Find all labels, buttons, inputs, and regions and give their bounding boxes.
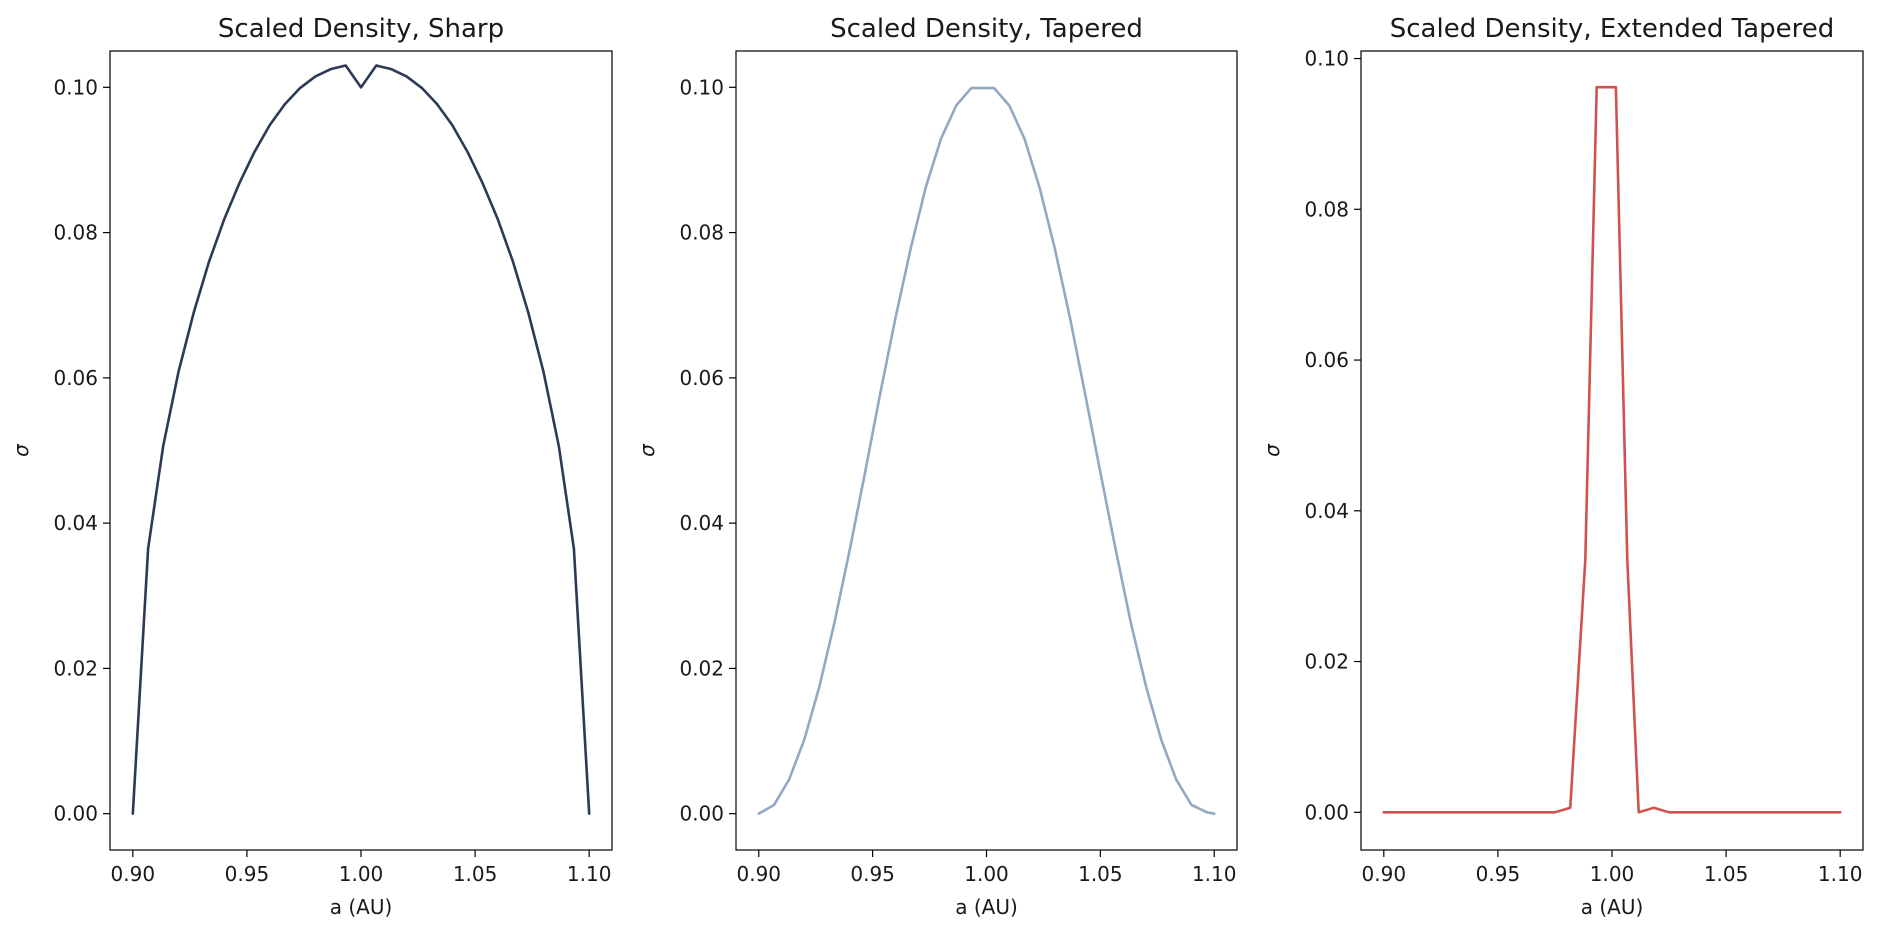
series-line-sharp-0	[131, 64, 591, 815]
x-tick-label-tapered: 1.05	[1078, 862, 1123, 886]
x-tick-label-tapered: 1.00	[964, 862, 1009, 886]
x-axis-label-extended-tapered: a (AU)	[1581, 895, 1644, 919]
chart-title-sharp: Scaled Density, Sharp	[218, 14, 504, 44]
y-tick-label-extended-tapered: 0.10	[1304, 47, 1349, 71]
plot-frame-tapered	[735, 50, 1238, 851]
x-axis-label-tapered: a (AU)	[955, 895, 1018, 919]
y-tick-label-tapered: 0.08	[679, 221, 724, 245]
y-tick-label-sharp: 0.00	[53, 802, 98, 826]
y-tick-label-sharp: 0.02	[53, 656, 98, 680]
x-tick-label-extended-tapered: 1.10	[1818, 862, 1863, 886]
x-tick-label-extended-tapered: 1.05	[1704, 862, 1749, 886]
x-axis-label-sharp: a (AU)	[330, 895, 393, 919]
x-tick-label-sharp: 1.00	[339, 862, 384, 886]
x-tick-label-tapered: 0.90	[737, 862, 782, 886]
y-tick-label-extended-tapered: 0.06	[1304, 348, 1349, 372]
y-tick-label-sharp: 0.10	[53, 75, 98, 99]
subplot-extended-tapered: Scaled Density, Extended Tapered σ a (AU…	[1260, 14, 1864, 919]
y-tick-label-sharp: 0.08	[53, 221, 98, 245]
x-tick-label-sharp: 0.90	[111, 862, 156, 886]
x-tick-label-sharp: 1.05	[453, 862, 498, 886]
y-axis-label-tapered: σ	[635, 443, 659, 457]
y-axis-label-extended-tapered: σ	[1260, 443, 1284, 457]
subplot-tapered: Scaled Density, Tapered σ a (AU) 0.90 0.9…	[635, 14, 1238, 919]
x-tick-label-tapered: 0.95	[850, 862, 895, 886]
y-tick-label-sharp: 0.04	[53, 511, 98, 535]
x-tick-label-tapered: 1.10	[1192, 862, 1237, 886]
subplot-sharp: Scaled Density, Sharp σ a (AU) 0.90 0.95 1…	[9, 14, 613, 919]
x-tick-label-extended-tapered: 0.95	[1476, 862, 1521, 886]
chart-title-extended-tapered: Scaled Density, Extended Tapered	[1390, 14, 1834, 44]
chart-title-tapered: Scaled Density, Tapered	[830, 14, 1143, 44]
y-tick-label-sharp: 0.06	[53, 366, 98, 390]
y-tick-label-extended-tapered: 0.00	[1304, 800, 1349, 824]
series-line-tapered-0	[757, 86, 1216, 815]
y-tick-label-extended-tapered: 0.04	[1304, 499, 1349, 523]
x-tick-label-sharp: 1.10	[567, 862, 612, 886]
y-tick-label-tapered: 0.02	[679, 656, 724, 680]
y-tick-label-tapered: 0.06	[679, 366, 724, 390]
y-axis-label-sharp: σ	[9, 443, 33, 457]
x-tick-label-sharp: 0.95	[225, 862, 270, 886]
y-tick-label-tapered: 0.10	[679, 75, 724, 99]
plot-frame-sharp	[109, 50, 613, 851]
y-tick-label-extended-tapered: 0.08	[1304, 197, 1349, 221]
x-tick-label-extended-tapered: 1.00	[1590, 862, 1635, 886]
x-tick-label-extended-tapered: 0.90	[1362, 862, 1407, 886]
y-tick-label-tapered: 0.00	[679, 802, 724, 826]
y-tick-label-tapered: 0.04	[679, 511, 724, 535]
series-line-extended-tapered-0	[1382, 85, 1842, 814]
plot-frame-extended-tapered	[1360, 50, 1864, 851]
y-tick-label-extended-tapered: 0.02	[1304, 650, 1349, 674]
